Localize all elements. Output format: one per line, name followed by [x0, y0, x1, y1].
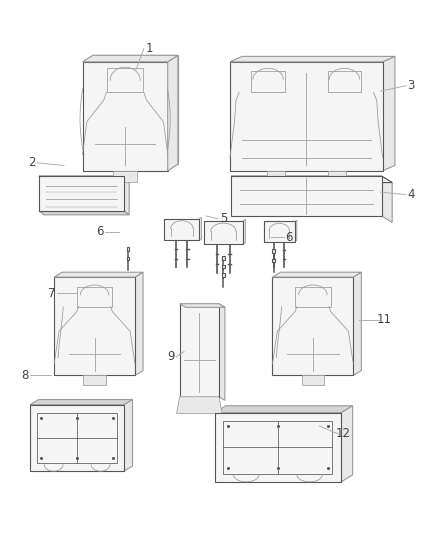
Polygon shape	[199, 217, 201, 240]
Bar	[272, 259, 275, 262]
Text: 9: 9	[167, 350, 175, 364]
Polygon shape	[353, 272, 361, 375]
Polygon shape	[204, 221, 243, 244]
Text: 3: 3	[407, 79, 415, 92]
Polygon shape	[302, 375, 324, 385]
Bar	[127, 257, 130, 260]
Text: 4: 4	[407, 188, 415, 201]
Polygon shape	[272, 277, 353, 375]
Polygon shape	[30, 405, 124, 471]
Bar	[272, 249, 275, 253]
Polygon shape	[82, 62, 168, 171]
Polygon shape	[54, 272, 143, 277]
Text: 12: 12	[336, 427, 351, 440]
Polygon shape	[177, 397, 222, 414]
Polygon shape	[264, 221, 295, 241]
Text: 11: 11	[377, 313, 392, 326]
Text: 5: 5	[220, 212, 227, 225]
Text: 2: 2	[28, 156, 36, 169]
Bar	[222, 256, 225, 260]
Polygon shape	[215, 406, 353, 413]
Polygon shape	[164, 219, 199, 240]
Polygon shape	[381, 176, 392, 222]
Polygon shape	[267, 171, 285, 180]
Polygon shape	[82, 55, 178, 62]
Text: 6: 6	[96, 225, 104, 238]
Polygon shape	[215, 413, 341, 482]
Polygon shape	[39, 176, 129, 180]
Polygon shape	[272, 272, 361, 277]
Polygon shape	[231, 176, 381, 216]
Polygon shape	[383, 56, 395, 171]
Polygon shape	[135, 272, 143, 375]
Polygon shape	[328, 171, 346, 180]
Polygon shape	[83, 375, 106, 385]
Text: 8: 8	[21, 369, 28, 382]
Polygon shape	[54, 277, 135, 375]
Polygon shape	[124, 176, 129, 215]
Polygon shape	[168, 55, 178, 171]
Polygon shape	[231, 176, 392, 182]
Polygon shape	[295, 220, 297, 241]
Bar	[127, 247, 130, 251]
Polygon shape	[113, 171, 137, 182]
Polygon shape	[93, 55, 178, 164]
Polygon shape	[30, 400, 132, 405]
Polygon shape	[341, 406, 353, 482]
Polygon shape	[219, 304, 225, 400]
Bar	[222, 265, 225, 268]
Text: 1: 1	[145, 42, 153, 55]
Text: 7: 7	[49, 287, 56, 300]
Bar	[222, 273, 225, 277]
Polygon shape	[180, 304, 225, 308]
Text: 6: 6	[285, 231, 293, 244]
Polygon shape	[39, 211, 129, 215]
Polygon shape	[230, 62, 383, 171]
Polygon shape	[230, 56, 395, 62]
Polygon shape	[180, 304, 219, 397]
Polygon shape	[124, 400, 132, 471]
Polygon shape	[39, 176, 124, 211]
Polygon shape	[243, 220, 245, 244]
